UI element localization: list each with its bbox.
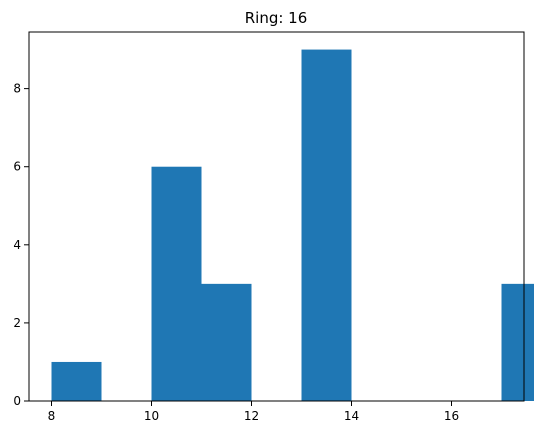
x-tick-label: 10 xyxy=(144,409,159,423)
x-tick-label: 12 xyxy=(244,409,259,423)
y-tick-label: 4 xyxy=(13,238,21,252)
histogram-bar xyxy=(52,362,102,401)
y-tick-label: 6 xyxy=(13,160,21,174)
histogram-bar xyxy=(202,284,252,401)
y-tick-label: 2 xyxy=(13,316,21,330)
histogram-bar xyxy=(502,284,534,401)
plot-frame xyxy=(29,32,524,401)
x-tick-label: 16 xyxy=(444,409,459,423)
y-tick-label: 8 xyxy=(13,82,21,96)
chart-title: Ring: 16 xyxy=(245,9,308,27)
histogram-bar xyxy=(302,50,352,401)
x-tick-label: 8 xyxy=(48,409,56,423)
bars-layer xyxy=(52,50,534,401)
y-tick-label: 0 xyxy=(13,394,21,408)
x-tick-label: 14 xyxy=(344,409,359,423)
histogram-bar xyxy=(152,167,202,401)
